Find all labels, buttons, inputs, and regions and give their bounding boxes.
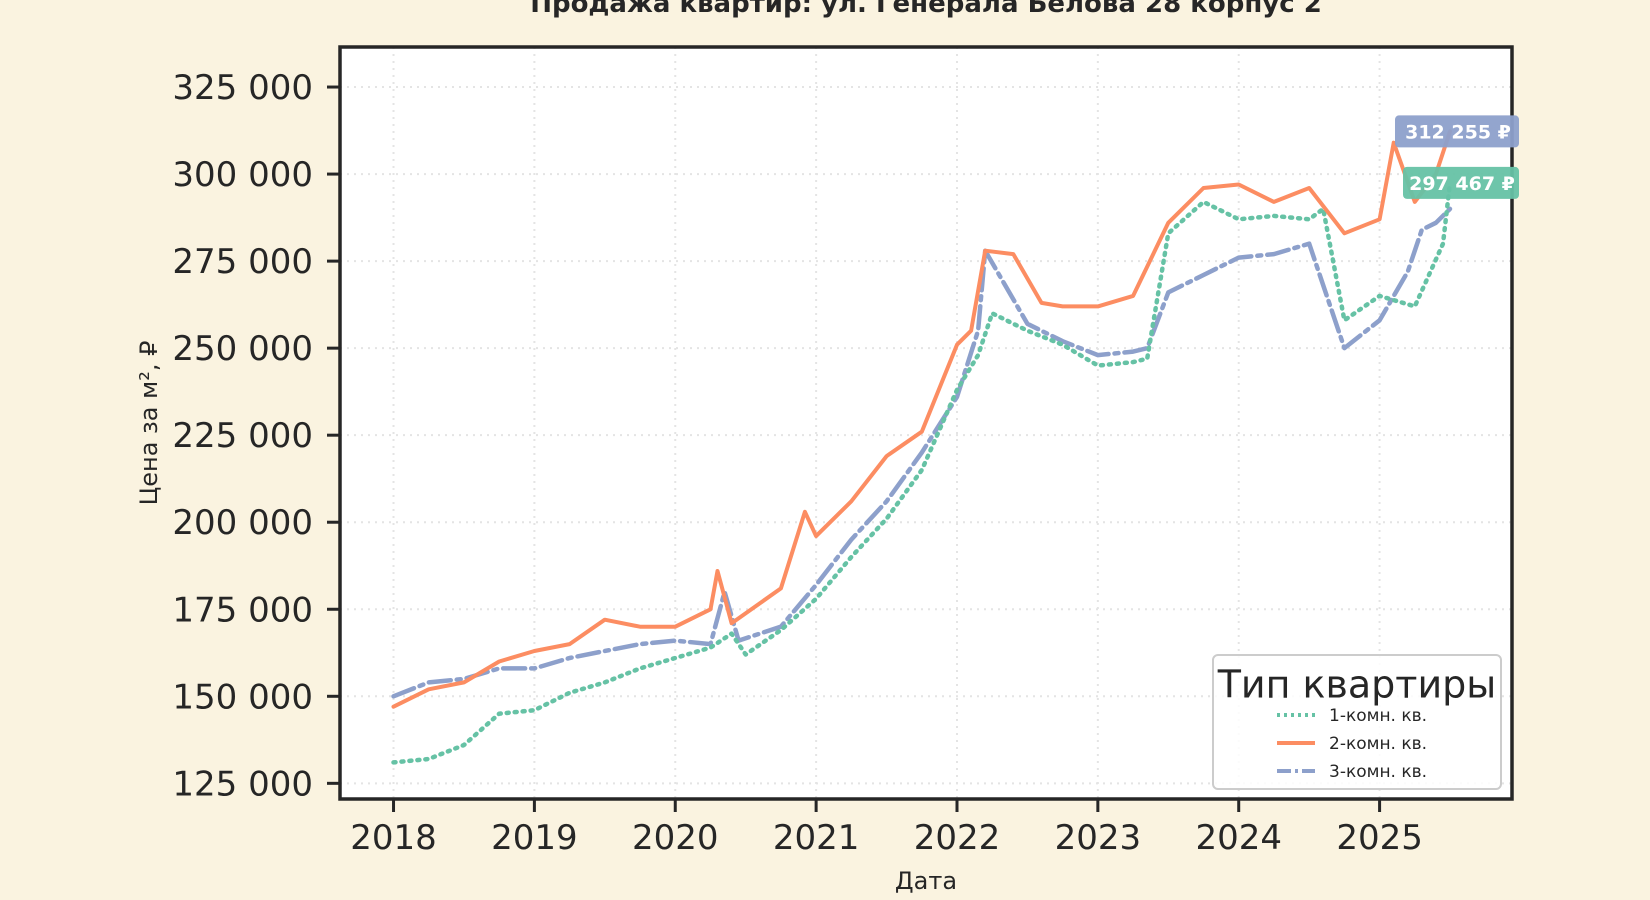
x-tick-label: 2025 [1336,818,1423,858]
x-axis-label: Дата [895,867,957,895]
x-tick-label: 2024 [1195,818,1282,858]
y-axis-ticks: 125 000 150 000 175 000 200 000 225 000 250 0… [172,68,340,804]
chart-title: Продажа квартир: ул. Генерала Белова 28 … [530,0,1322,19]
legend-label: 2-комн. кв. [1329,734,1427,754]
plot-frame [338,45,1514,801]
legend-label: 1-комн. кв. [1329,706,1427,726]
y-tick-label: 325 000 [172,68,313,108]
y-tick-label: 225 000 [172,416,313,456]
y-tick-label: 175 000 [172,590,313,630]
y-axis-label: Цена за м², ₽ [135,341,163,506]
value-badge: 297 467 ₽ [1403,166,1519,199]
value-badge-bg [1403,166,1519,199]
legend-box [1212,654,1502,790]
y-tick-label: 250 000 [172,329,313,369]
x-tick-label: 2018 [350,818,437,858]
legend-items: 1-комн. кв. 2-комн. кв. 3-комн. кв. [1277,706,1427,782]
y-tick-label: 200 000 [172,503,313,543]
x-axis-ticks: 2018 2019 2020 2021 2022 2023 2024 2025 [350,799,1423,858]
legend-title: Тип квартиры [1217,663,1497,707]
value-badge: 312 255 ₽ [1395,115,1519,148]
x-tick-label: 2020 [632,818,719,858]
value-badge-text: 312 255 ₽ [1405,121,1511,143]
value-annotations: 312 255 ₽ 297 467 ₽ [1395,115,1519,199]
series-line-1 [391,180,1453,765]
x-tick-label: 2023 [1055,818,1142,858]
y-tick-label: 300 000 [172,155,313,195]
series-line-3 [391,206,1453,699]
y-tick-label: 275 000 [172,242,313,282]
x-tick-label: 2022 [914,818,1001,858]
value-badge-bg [1395,115,1519,148]
legend: Тип квартиры 1-комн. кв. 2-комн. кв. 3-ком… [1212,654,1502,790]
x-tick-label: 2019 [491,818,578,858]
legend-label: 3-комн. кв. [1329,762,1427,782]
series-line-2 [391,129,1452,709]
y-tick-label: 125 000 [172,764,313,804]
value-badge-text: 297 467 ₽ [1409,173,1515,195]
y-tick-label: 150 000 [172,677,313,717]
x-tick-label: 2021 [773,818,860,858]
series-lines [391,129,1453,765]
